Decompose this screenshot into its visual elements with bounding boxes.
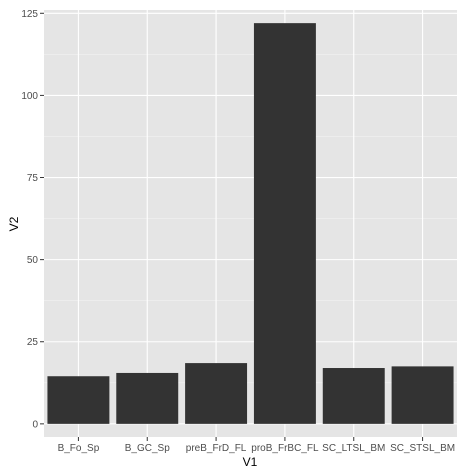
x-tick-label: SC_LTSL_BM [322, 443, 385, 454]
bar-SC_LTSL_BM [322, 368, 385, 424]
x-tick-label: preB_FrD_FL [186, 443, 247, 454]
bar-proB_FrBC_FL [253, 23, 316, 424]
y-tick-label: 50 [27, 255, 39, 266]
y-tick-label: 100 [21, 91, 38, 102]
y-tick-label: 25 [27, 337, 39, 348]
x-tick-label: B_GC_Sp [125, 443, 170, 454]
x-axis-title: V1 [243, 455, 258, 469]
y-tick-label: 75 [27, 173, 39, 184]
y-tick-label: 125 [21, 9, 38, 20]
bar-B_GC_Sp [116, 372, 179, 424]
plot-panel [44, 10, 457, 437]
x-tick-label: SC_STSL_BM [390, 443, 455, 454]
bars [47, 23, 454, 424]
y-tick-label: 0 [32, 419, 38, 430]
x-tick-label: proB_FrBC_FL [251, 443, 319, 454]
x-tick-label: B_Fo_Sp [58, 443, 100, 454]
bar-B_Fo_Sp [47, 376, 110, 424]
y-axis-title: V2 [7, 216, 21, 231]
x-axis-ticks: B_Fo_Sp B_GC_Sp preB_FrD_FL proB_FrBC_FL SC_… [58, 437, 455, 454]
y-axis-ticks: 0 25 50 75 100 125 [21, 9, 44, 430]
bar-preB_FrD_FL [185, 363, 248, 424]
bar-SC_STSL_BM [391, 366, 454, 424]
